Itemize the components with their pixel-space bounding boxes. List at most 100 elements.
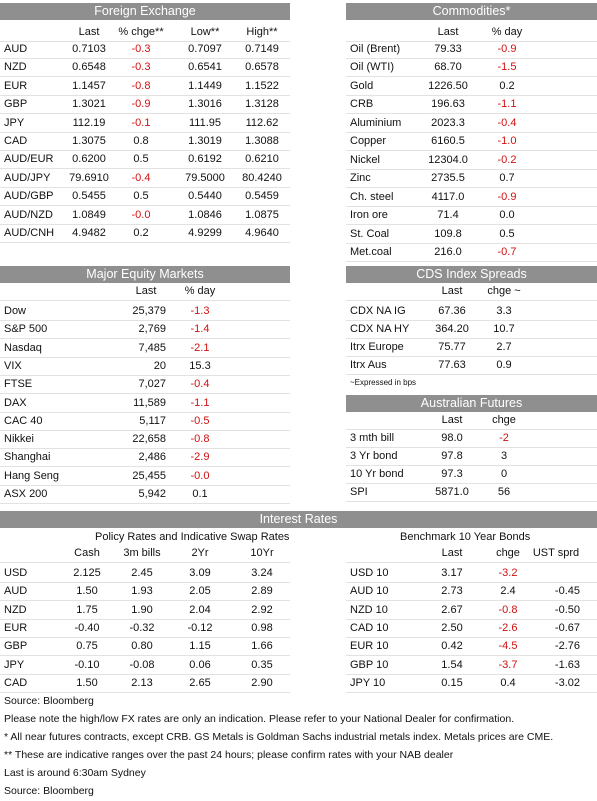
row-label: USD 10 xyxy=(350,567,389,579)
cell-value: 2.45 xyxy=(131,567,153,579)
column-header: 10Yr xyxy=(250,547,274,559)
row-label: VIX xyxy=(4,359,22,372)
cell-value: 109.8 xyxy=(434,227,462,240)
row-rule xyxy=(346,131,597,133)
row-rule xyxy=(346,150,597,152)
cell-value: -0.0 xyxy=(190,469,210,482)
row-rule xyxy=(0,76,290,78)
cell-value: -0.4 xyxy=(190,378,210,391)
cell-value: 2.90 xyxy=(251,676,273,689)
cell-value: -3.7 xyxy=(498,658,518,671)
cell-value: 25,455 xyxy=(132,469,166,482)
cell-value: 0.5 xyxy=(499,227,515,240)
cell-value: 0.5440 xyxy=(188,190,222,203)
row-label: Nikkei xyxy=(4,433,34,446)
section-title: Major Equity Markets xyxy=(86,267,204,281)
row-label: Copper xyxy=(350,135,387,148)
section-title: Commodities* xyxy=(432,4,511,18)
cell-value: 0.7097 xyxy=(188,43,222,55)
cell-value: -0.9 xyxy=(497,43,517,55)
row-label: 3 Yr bond xyxy=(350,450,398,462)
cell-value: -1.1 xyxy=(497,98,517,111)
footnote: Last is around 6:30am Sydney xyxy=(4,767,146,779)
cell-value: 0.75 xyxy=(76,640,98,653)
footnote: Please note the high/low FX rates are on… xyxy=(4,713,515,725)
column-header: Cash xyxy=(74,547,100,559)
row-rule xyxy=(0,600,290,602)
column-header: chge xyxy=(492,414,516,426)
section-title: Australian Futures xyxy=(420,396,523,410)
cell-value: 0.0 xyxy=(499,209,515,222)
cell-value: 1.90 xyxy=(131,603,153,616)
cell-value: 1.1449 xyxy=(188,79,222,92)
row-label: CAD xyxy=(4,676,28,689)
cell-value: 15.3 xyxy=(189,359,211,372)
cell-value: -3.02 xyxy=(554,676,580,689)
row-label: AUD 10 xyxy=(350,585,389,598)
row-rule xyxy=(0,655,290,657)
footnote: Source: Bloomberg xyxy=(4,695,94,707)
cell-value: 3.17 xyxy=(441,567,463,579)
row-rule xyxy=(0,393,290,395)
cell-value: -0.4 xyxy=(497,116,517,129)
cell-value: 0.42 xyxy=(441,640,463,653)
cell-value: 79.33 xyxy=(434,43,462,55)
cell-value: 67.36 xyxy=(438,305,466,317)
cell-value: 2023.3 xyxy=(431,116,465,129)
row-label: GBP xyxy=(4,640,28,653)
cell-value: 80.4240 xyxy=(242,171,282,184)
cell-value: 3.3 xyxy=(496,305,512,317)
column-header: Last xyxy=(78,26,100,38)
cell-value: 0.6541 xyxy=(188,61,222,74)
cell-value: 2.125 xyxy=(73,567,101,579)
row-label: Hang Seng xyxy=(4,469,60,482)
row-rule xyxy=(0,484,290,486)
cell-value: 1.75 xyxy=(76,603,98,616)
cell-value: 0.5459 xyxy=(245,190,279,203)
cell-value: 0.35 xyxy=(251,658,273,671)
cell-value: 1.3128 xyxy=(245,98,279,111)
row-rule xyxy=(0,205,290,207)
row-label: Ch. steel xyxy=(350,190,394,203)
cell-value: 0.9 xyxy=(496,359,512,371)
row-rule xyxy=(346,205,597,207)
cell-value: -0.8 xyxy=(131,79,151,92)
row-label: DAX xyxy=(4,396,27,409)
row-rule xyxy=(0,618,290,620)
cell-value: 3.09 xyxy=(189,567,211,579)
cell-value: -1.0 xyxy=(497,135,517,148)
row-label: Nickel xyxy=(350,153,380,166)
footnote: ** These are indicative ranges over the … xyxy=(4,749,454,761)
cell-value: -1.5 xyxy=(497,61,517,74)
cell-value: 2735.5 xyxy=(431,172,465,185)
cell-value: 0.5 xyxy=(133,190,149,203)
cell-value: 2.13 xyxy=(131,676,153,689)
cell-value: -0.67 xyxy=(554,621,580,634)
cell-value: 3 xyxy=(500,450,508,462)
cell-value: 0.5455 xyxy=(72,190,106,203)
cell-value: 1.50 xyxy=(76,676,98,689)
row-rule xyxy=(346,465,597,466)
cell-value: 1.1457 xyxy=(72,79,106,92)
cell-value: 79.6910 xyxy=(69,171,109,184)
cell-value: 1.93 xyxy=(131,585,153,598)
row-label: FTSE xyxy=(4,378,33,391)
row-label: 3 mth bill xyxy=(350,432,395,444)
cell-value: -1.4 xyxy=(190,323,210,336)
section-header-bar xyxy=(0,511,597,528)
cell-value: 196.63 xyxy=(431,98,465,111)
cell-value: 2.67 xyxy=(441,603,463,616)
cell-value: 2.05 xyxy=(189,585,211,598)
cell-value: 0.15 xyxy=(441,676,463,689)
header-rule xyxy=(0,300,290,301)
row-rule xyxy=(0,673,290,675)
section-header-bar xyxy=(346,3,597,20)
row-label: S&P 500 xyxy=(4,323,48,336)
row-rule xyxy=(0,503,290,504)
cell-value: 2.92 xyxy=(251,603,273,616)
column-header: % chge** xyxy=(118,26,164,38)
header-rule xyxy=(0,41,290,42)
row-rule xyxy=(346,224,597,226)
row-label: EUR xyxy=(4,79,28,92)
row-rule xyxy=(346,618,597,620)
